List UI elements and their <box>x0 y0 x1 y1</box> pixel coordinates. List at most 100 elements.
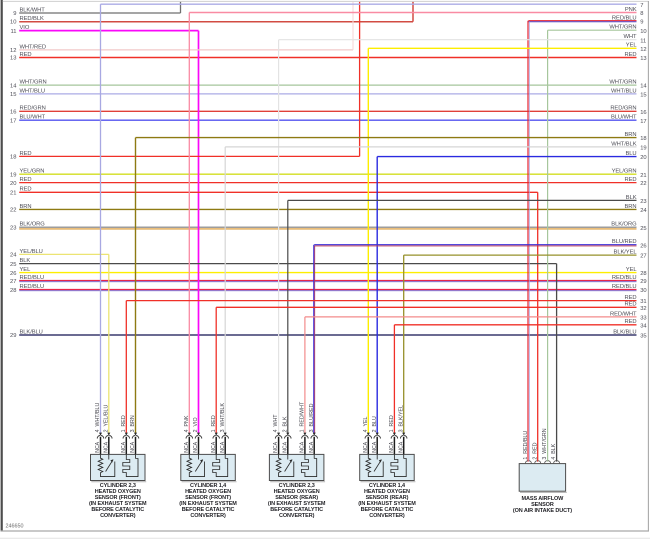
svg-text:18: 18 <box>640 136 646 142</box>
svg-text:HEATED OXYGEN: HEATED OXYGEN <box>95 489 141 495</box>
svg-text:RED: RED <box>20 151 32 157</box>
svg-text:NCA: NCA <box>220 441 226 452</box>
svg-text:NCA: NCA <box>372 441 378 452</box>
svg-text:NCA: NCA <box>184 441 190 452</box>
svg-text:BRN: BRN <box>20 204 32 210</box>
svg-text:1 RED/BLU: 1 RED/BLU <box>523 431 529 460</box>
svg-text:8: 8 <box>640 11 643 17</box>
svg-text:34: 34 <box>640 323 647 329</box>
svg-text:3 BRN: 3 BRN <box>130 415 136 432</box>
svg-text:BEFORE CATALYTIC: BEFORE CATALYTIC <box>182 507 235 513</box>
svg-text:20: 20 <box>640 155 646 161</box>
svg-text:RED/WHT: RED/WHT <box>610 311 637 317</box>
svg-text:PNK: PNK <box>625 7 637 13</box>
svg-text:WHT/BLU: WHT/BLU <box>20 88 46 94</box>
svg-text:HEATED OXYGEN: HEATED OXYGEN <box>274 489 320 495</box>
svg-text:CYLINDER 2,3: CYLINDER 2,3 <box>279 483 315 489</box>
svg-text:BLU: BLU <box>625 151 636 157</box>
svg-text:35: 35 <box>640 334 646 340</box>
svg-text:CONVERTER): CONVERTER) <box>100 513 136 519</box>
svg-text:2 RED: 2 RED <box>532 442 538 459</box>
svg-text:WHT/GRN: WHT/GRN <box>609 25 636 31</box>
svg-text:2 BLK: 2 BLK <box>282 416 288 432</box>
svg-text:31: 31 <box>640 299 646 305</box>
svg-text:3 BLU/RED: 3 BLU/RED <box>309 403 315 432</box>
svg-text:1 RED: 1 RED <box>121 415 127 432</box>
svg-text:15: 15 <box>640 93 646 99</box>
svg-text:BLK/WHT: BLK/WHT <box>20 7 46 13</box>
svg-text:BRN: BRN <box>625 204 637 210</box>
svg-text:RED: RED <box>625 319 637 325</box>
svg-text:NCA: NCA <box>103 441 109 452</box>
svg-text:13: 13 <box>10 56 16 62</box>
svg-text:3 WHT/GRN: 3 WHT/GRN <box>542 428 548 459</box>
svg-text:23: 23 <box>640 199 646 205</box>
svg-text:27: 27 <box>10 279 16 285</box>
svg-text:RED/BLU: RED/BLU <box>612 284 637 290</box>
svg-text:CYLINDER 1,4: CYLINDER 1,4 <box>369 483 406 489</box>
svg-text:16: 16 <box>640 110 646 116</box>
svg-text:17: 17 <box>10 118 16 124</box>
svg-text:CYLINDER 1,4: CYLINDER 1,4 <box>190 483 227 489</box>
svg-text:BLK/ORG: BLK/ORG <box>611 222 637 228</box>
svg-text:BLU/WHT: BLU/WHT <box>20 115 46 121</box>
svg-text:RED: RED <box>20 52 32 58</box>
svg-text:13: 13 <box>640 56 646 62</box>
svg-text:21: 21 <box>10 191 16 197</box>
svg-text:9: 9 <box>13 11 16 17</box>
svg-text:SENSOR (FRONT): SENSOR (FRONT) <box>185 495 231 501</box>
svg-text:12: 12 <box>640 47 646 53</box>
svg-text:NCA: NCA <box>309 441 315 452</box>
svg-text:NCA: NCA <box>95 441 101 452</box>
svg-text:28: 28 <box>10 288 16 294</box>
svg-text:NCA: NCA <box>389 441 395 452</box>
svg-text:YEL/BLU: YEL/BLU <box>20 249 43 255</box>
svg-text:19: 19 <box>10 172 16 178</box>
svg-text:28: 28 <box>640 271 646 277</box>
svg-text:RED: RED <box>625 295 637 301</box>
svg-text:(IN EXHAUST SYSTEM: (IN EXHAUST SYSTEM <box>268 501 326 507</box>
svg-text:BLK/BLU: BLK/BLU <box>20 329 43 335</box>
svg-text:NCA: NCA <box>300 441 306 452</box>
svg-text:2 VIO: 2 VIO <box>193 417 199 432</box>
svg-text:17: 17 <box>640 119 646 125</box>
svg-text:NCA: NCA <box>121 441 127 452</box>
svg-text:HEATED OXYGEN: HEATED OXYGEN <box>364 489 410 495</box>
svg-text:14: 14 <box>10 83 17 89</box>
svg-text:(ON AIR INTAKE DUCT): (ON AIR INTAKE DUCT) <box>513 508 572 514</box>
svg-text:RED: RED <box>20 187 32 193</box>
svg-text:BEFORE CATALYTIC: BEFORE CATALYTIC <box>361 507 414 513</box>
svg-text:29: 29 <box>10 333 16 339</box>
svg-text:10: 10 <box>640 29 646 35</box>
svg-text:BEFORE CATALYTIC: BEFORE CATALYTIC <box>91 507 144 513</box>
svg-text:RED/BLU: RED/BLU <box>612 275 637 281</box>
svg-text:32: 32 <box>640 306 646 312</box>
svg-text:BEFORE CATALYTIC: BEFORE CATALYTIC <box>270 507 323 513</box>
svg-text:25: 25 <box>10 262 16 268</box>
svg-text:BLK: BLK <box>626 195 637 201</box>
svg-text:WHT/BLU: WHT/BLU <box>611 88 637 94</box>
svg-text:24: 24 <box>10 253 17 259</box>
svg-text:CONVERTER): CONVERTER) <box>369 513 405 519</box>
svg-text:27: 27 <box>640 254 646 260</box>
svg-text:29: 29 <box>640 279 646 285</box>
svg-text:2 BLU: 2 BLU <box>372 416 378 432</box>
svg-text:14: 14 <box>640 84 647 90</box>
svg-text:YEL: YEL <box>626 43 638 49</box>
svg-text:26: 26 <box>10 271 16 277</box>
svg-text:4 WHT/BLU: 4 WHT/BLU <box>95 403 101 433</box>
svg-text:SENSOR: SENSOR <box>531 502 554 508</box>
svg-text:12: 12 <box>10 48 16 54</box>
svg-text:30: 30 <box>640 288 646 294</box>
svg-text:RED/GRN: RED/GRN <box>610 106 636 112</box>
svg-text:WHT/RED: WHT/RED <box>20 44 47 50</box>
svg-text:NCA: NCA <box>363 441 369 452</box>
svg-text:(IN EXHAUST SYSTEM: (IN EXHAUST SYSTEM <box>358 501 416 507</box>
svg-text:BLK/ORG: BLK/ORG <box>20 222 46 228</box>
svg-text:24: 24 <box>640 208 647 214</box>
svg-text:RED: RED <box>625 177 637 183</box>
svg-text:VIO: VIO <box>20 25 30 31</box>
svg-text:19: 19 <box>640 146 646 152</box>
svg-text:SENSOR (REAR): SENSOR (REAR) <box>366 495 409 501</box>
svg-text:WHT: WHT <box>624 34 637 40</box>
